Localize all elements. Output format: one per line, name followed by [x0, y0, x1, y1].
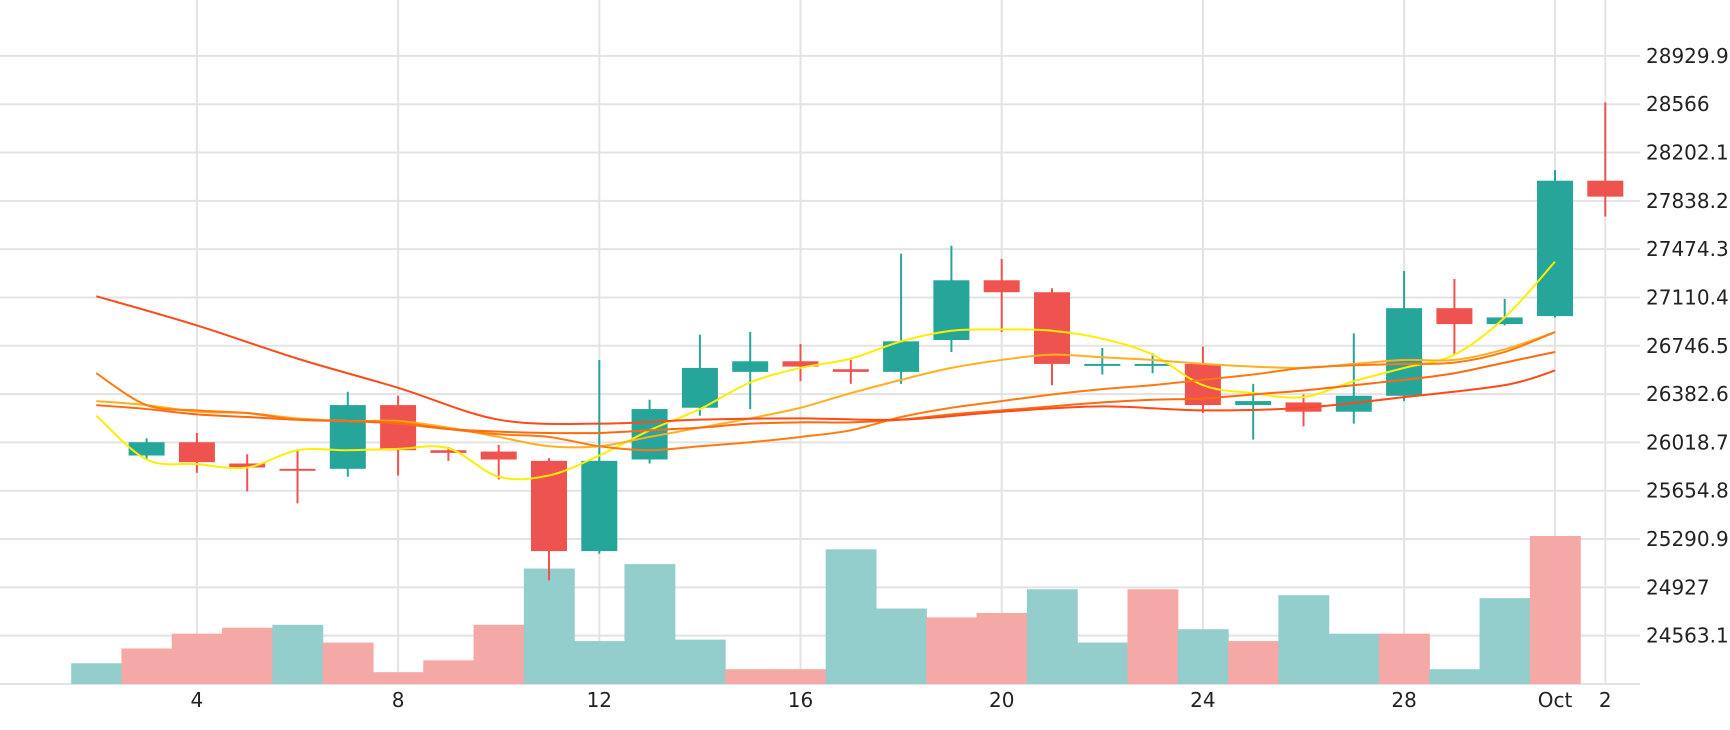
- moving-average-line: [96, 350, 1556, 435]
- volume-bar: [322, 642, 374, 684]
- x-tick-label: 2: [1599, 688, 1612, 712]
- volume-bar: [926, 617, 978, 684]
- candle-body: [983, 280, 1020, 293]
- candle-body: [681, 367, 718, 408]
- volume-bar: [121, 648, 173, 684]
- volume-bar: [1228, 641, 1279, 684]
- x-tick-label: 20: [989, 688, 1014, 712]
- y-tick-label: 28202.1: [1646, 141, 1729, 165]
- volume-bar: [1479, 598, 1531, 684]
- candle-body: [782, 361, 819, 367]
- y-tick-label: 27110.4: [1646, 285, 1729, 309]
- candle-body: [1486, 317, 1523, 325]
- volume-bar: [976, 612, 1028, 684]
- volume-bar: [1328, 633, 1380, 684]
- y-tick-label: 27474.3: [1646, 237, 1729, 261]
- volume-bar: [171, 633, 223, 684]
- volume-bar: [222, 627, 273, 684]
- volume-bar: [473, 624, 525, 684]
- volume-bar: [372, 672, 424, 684]
- volume-bar: [674, 639, 726, 684]
- volume-bar: [1429, 669, 1481, 684]
- candle-body: [531, 460, 567, 552]
- candle-body: [581, 460, 618, 552]
- y-tick-label: 28929.9: [1646, 44, 1729, 68]
- y-tick-label: 26382.6: [1646, 382, 1729, 406]
- x-tick-label: 8: [392, 688, 405, 712]
- x-tick-label: 24: [1190, 688, 1215, 712]
- y-tick-label: 24563.1: [1646, 624, 1729, 648]
- moving-average-lines: [95, 261, 1556, 481]
- x-tick-label: 28: [1391, 688, 1416, 712]
- x-tick-label: Oct: [1538, 688, 1573, 712]
- candle-body: [1034, 292, 1070, 364]
- volume-bar: [1177, 629, 1229, 684]
- candle-body: [732, 361, 769, 372]
- y-tick-label: 25290.9: [1646, 527, 1729, 551]
- volume-bar: [1026, 589, 1078, 684]
- volume-bars: [71, 536, 1581, 684]
- candle-body: [832, 369, 869, 372]
- volume-bar: [574, 641, 626, 684]
- volume-bar: [624, 564, 676, 684]
- candle-body: [883, 341, 920, 372]
- volume-bar: [1529, 536, 1581, 684]
- candle-body: [430, 450, 467, 453]
- volume-bar: [272, 624, 324, 684]
- moving-average-line: [96, 331, 1556, 449]
- candle-body: [1386, 308, 1423, 396]
- x-tick-label: 12: [587, 688, 612, 712]
- volume-bar: [725, 669, 776, 684]
- candle-body: [329, 405, 366, 469]
- candle-body: [128, 442, 165, 456]
- volume-bar: [523, 568, 575, 684]
- x-tick-label: 16: [788, 688, 813, 712]
- candle-body: [1134, 363, 1171, 366]
- moving-average-line: [96, 295, 1556, 425]
- y-tick-label: 24927: [1646, 575, 1710, 599]
- candle-body: [480, 451, 517, 460]
- volume-bar: [875, 608, 927, 684]
- volume-bar: [775, 669, 827, 684]
- y-tick-label: 27838.2: [1646, 189, 1729, 213]
- candle-body: [1537, 180, 1573, 317]
- y-tick-label: 28566: [1646, 92, 1710, 116]
- y-tick-label: 26746.5: [1646, 334, 1729, 358]
- volume-bar: [825, 549, 877, 684]
- candle-body: [380, 405, 417, 451]
- candles: [128, 102, 1624, 581]
- volume-bar: [423, 660, 475, 684]
- candle-body: [279, 468, 316, 471]
- volume-bar: [71, 663, 123, 684]
- volume-bar: [1077, 642, 1129, 684]
- y-tick-label: 25654.8: [1646, 479, 1729, 503]
- moving-average-line: [95, 261, 1556, 481]
- x-tick-label: 4: [191, 688, 204, 712]
- candle-body: [1084, 363, 1121, 366]
- y-tick-label: 26018.7: [1646, 430, 1729, 454]
- candle-body: [1235, 401, 1272, 406]
- volume-bar: [1378, 633, 1430, 684]
- volume-bar: [1278, 595, 1330, 684]
- candle-body: [229, 463, 266, 468]
- candle-body: [1436, 308, 1473, 325]
- x-axis: 4 8 12 16 20 24 28 Oct 2: [191, 688, 1612, 712]
- candle-body: [178, 442, 215, 463]
- y-axis: 24563.1 24927 25290.9 25654.8 26018.7 26382.6…: [1646, 44, 1729, 648]
- candle-body: [1587, 180, 1624, 197]
- moving-average-line: [95, 331, 1556, 452]
- volume-bar: [1127, 589, 1179, 684]
